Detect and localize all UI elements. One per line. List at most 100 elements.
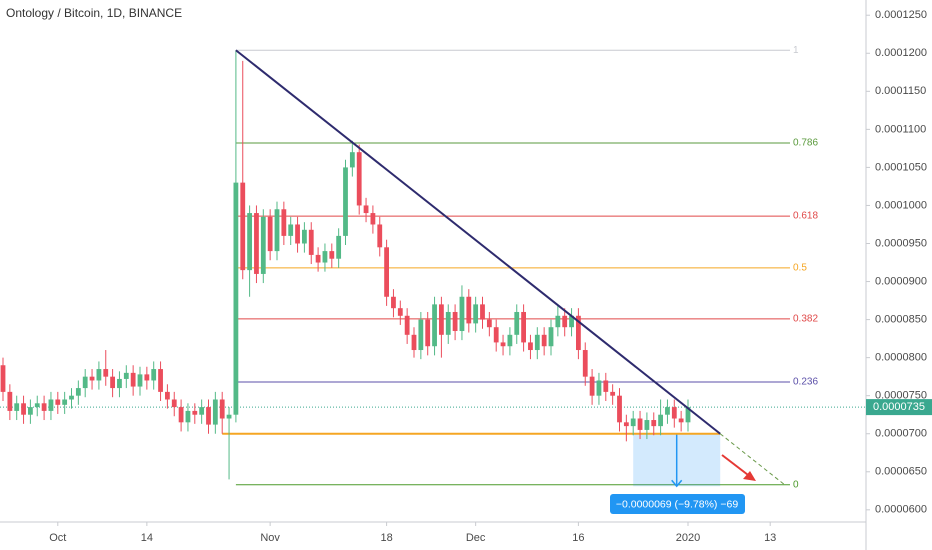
chart-title: Ontology / Bitcoin, 1D, BINANCE	[6, 6, 182, 20]
candle-body	[466, 296, 472, 324]
candle-body	[391, 296, 396, 309]
candle-body	[569, 315, 574, 328]
candle-body	[178, 407, 184, 423]
candle-body	[603, 380, 609, 392]
candle-body	[28, 407, 33, 415]
candle-body	[14, 403, 20, 411]
last-price-box	[866, 399, 932, 416]
measure-arrow-head	[671, 479, 683, 488]
measure-label: −0.0000069 (−9.78%) −69	[616, 498, 738, 510]
fib-level-label: 0.5	[793, 262, 807, 273]
candle-body	[75, 388, 81, 396]
y-tick-label: 0.0000750	[875, 390, 927, 402]
fib-level-label: 0	[793, 479, 799, 490]
candle-body	[295, 224, 300, 244]
candle-body	[212, 399, 218, 425]
candle-body	[267, 216, 273, 252]
candle-body	[302, 229, 307, 244]
candle-body	[219, 399, 225, 419]
candle-body	[384, 247, 389, 297]
candle-body	[281, 209, 287, 236]
candle-body	[206, 407, 211, 425]
candle-body	[678, 418, 684, 423]
candle-body	[274, 209, 280, 252]
candle-body	[55, 399, 61, 405]
y-tick-label: 0.0000950	[875, 237, 927, 249]
fib-level-label: 0.618	[793, 211, 818, 222]
candle-body	[288, 224, 294, 236]
arrow	[721, 454, 756, 481]
candle-body	[356, 152, 362, 206]
y-tick-label: 0.0000650	[875, 466, 927, 478]
candle-body	[439, 304, 444, 335]
candle-body	[123, 372, 129, 379]
candle-body	[343, 167, 348, 236]
candle-body	[308, 229, 314, 255]
candle-body	[7, 391, 13, 411]
candle-body	[103, 369, 109, 377]
candle-body	[165, 391, 170, 400]
arrow-shaft	[721, 454, 753, 479]
candle-body	[473, 304, 479, 324]
candle-body	[528, 342, 533, 351]
candle-body	[185, 410, 191, 423]
candle-body	[445, 311, 451, 335]
candle-body	[69, 395, 74, 400]
y-tick-label: 0.0001100	[875, 123, 926, 135]
candle-body	[315, 254, 321, 263]
candle-body	[62, 399, 68, 405]
y-tick-label: 0.0000700	[875, 428, 927, 440]
candle-body	[548, 327, 554, 347]
candle-body	[336, 235, 342, 259]
plot-area: 1 0.786 0.618 0.5 0.382 0.236 0 −0.0000069 (−9.…	[0, 45, 866, 514]
candle-body	[671, 407, 677, 419]
candle-body	[41, 403, 47, 411]
candle-body	[370, 213, 376, 225]
candle-body	[158, 369, 163, 392]
candle-body	[685, 407, 691, 423]
candle-body	[48, 399, 54, 411]
candle-body	[404, 315, 410, 335]
candle-body	[480, 304, 485, 320]
candle-body	[322, 251, 328, 263]
candle-body	[171, 399, 177, 408]
fib-level-label: 1	[793, 45, 799, 56]
x-tick-label: Dec	[466, 532, 486, 544]
candle-body	[233, 182, 239, 415]
candle-body	[651, 420, 657, 427]
x-tick-label: 13	[764, 532, 776, 544]
last-price-label: 0.0000735	[873, 401, 925, 413]
y-tick-label: 0.0001050	[875, 161, 927, 173]
candle-body	[329, 251, 335, 259]
x-tick-label: 14	[141, 532, 153, 544]
candle-body	[507, 334, 513, 347]
arrow-head	[743, 471, 756, 481]
candle-body	[562, 315, 568, 328]
y-tick-label: 0.0000800	[875, 352, 927, 364]
candle-body	[555, 315, 561, 328]
x-tick-label: Nov	[260, 532, 280, 544]
candle-body	[240, 182, 246, 271]
candle-body	[199, 407, 205, 415]
candle-body	[21, 403, 26, 415]
candle-body	[117, 378, 122, 389]
candle-body	[0, 365, 6, 392]
candle-body	[377, 224, 383, 248]
x-tick-label: 2020	[676, 532, 700, 544]
y-tick-label: 0.0000900	[875, 275, 927, 287]
candle-body	[658, 414, 663, 427]
fib-level-label: 0.236	[793, 377, 818, 388]
candle-body	[226, 414, 232, 419]
candle-body	[541, 334, 547, 347]
fib-level-label: 0.786	[793, 138, 818, 149]
candle-body	[110, 376, 115, 389]
candle-body	[500, 342, 506, 347]
fib-level-label: 0.382	[793, 313, 818, 324]
x-tick-label: Oct	[49, 532, 66, 544]
candle-body	[96, 369, 102, 381]
candle-body	[192, 410, 198, 415]
y-tick-label: 0.0001200	[875, 47, 927, 59]
candle-body	[630, 418, 636, 427]
